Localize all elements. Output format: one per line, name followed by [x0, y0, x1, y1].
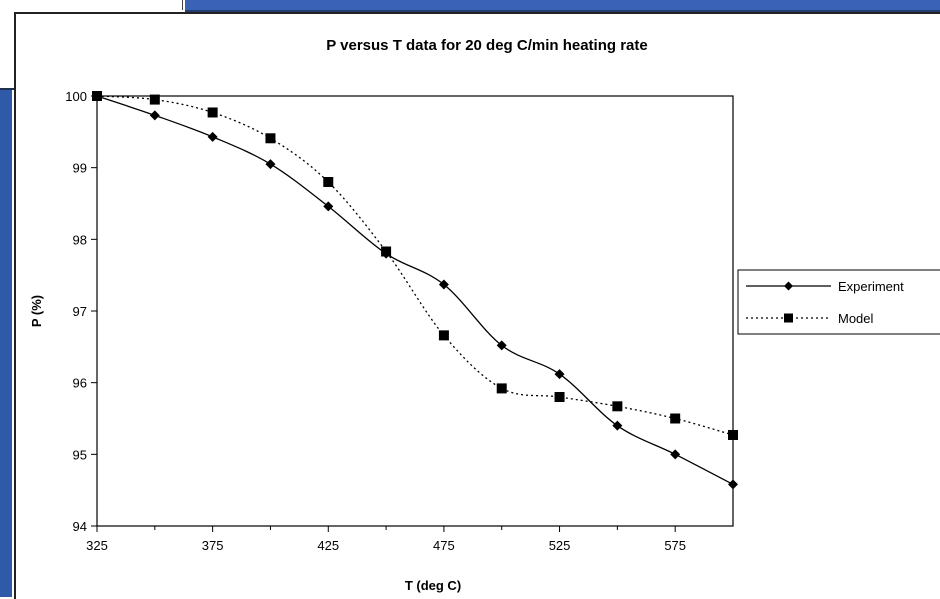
chart-title: P versus T data for 20 deg C/min heating…	[326, 37, 647, 54]
chart: P versus T data for 20 deg C/min heating…	[29, 37, 940, 593]
data-point-experiment	[728, 479, 738, 490]
data-point-model	[612, 401, 623, 412]
chart-panel: P versus T data for 20 deg C/min heating…	[14, 12, 940, 599]
legend-model-marker	[784, 313, 793, 323]
plot-area	[96, 95, 734, 527]
data-point-model	[381, 246, 392, 257]
y-tick-label: 95	[73, 447, 87, 462]
legend-experiment-label: Experiment	[838, 279, 904, 294]
y-axis-label: P (%)	[29, 295, 44, 327]
data-point-experiment	[207, 131, 218, 142]
data-point-experiment	[554, 369, 565, 380]
data-point-model	[496, 383, 507, 394]
window-divider	[182, 0, 183, 10]
data-point-model	[92, 91, 102, 101]
y-tick-label: 96	[73, 376, 87, 391]
series-line-model	[96, 95, 734, 436]
data-point-model	[728, 429, 738, 440]
x-axis: 325 375 425 475 525 575	[86, 526, 686, 553]
data-point-model	[265, 133, 276, 144]
data-point-model	[207, 107, 218, 118]
data-point-model	[149, 94, 160, 105]
y-axis: 94 95 96 97 98 99 100	[65, 89, 97, 534]
legend-experiment-marker	[784, 281, 793, 291]
data-point-model	[323, 177, 334, 187]
series-lines	[96, 95, 734, 486]
data-point-experiment	[149, 110, 160, 121]
y-tick-label: 97	[73, 304, 87, 319]
legend-model-label: Model	[838, 311, 874, 326]
x-tick-label: 525	[549, 538, 571, 553]
window-frame-left	[0, 0, 12, 597]
data-point-experiment	[670, 449, 681, 460]
legend-box	[737, 269, 940, 335]
y-tick-label: 94	[73, 519, 87, 534]
x-tick-label: 375	[202, 538, 224, 553]
legend: Experiment Model	[737, 269, 940, 335]
x-axis-label: T (deg C)	[405, 578, 461, 593]
data-point-model	[438, 330, 449, 341]
data-point-model	[554, 392, 565, 402]
data-point-experiment	[438, 279, 449, 290]
window-titlebar-strip	[185, 0, 940, 12]
data-point-experiment	[496, 340, 507, 351]
x-tick-label: 475	[433, 538, 455, 553]
series-markers	[92, 91, 738, 490]
x-tick-label: 425	[317, 538, 339, 553]
data-point-experiment	[265, 159, 276, 170]
y-tick-label: 98	[73, 232, 87, 247]
series-line-experiment	[96, 95, 734, 486]
y-tick-label: 100	[65, 89, 87, 104]
data-point-experiment	[323, 201, 334, 212]
x-tick-label: 325	[86, 538, 108, 553]
y-tick-label: 99	[73, 161, 87, 176]
data-point-experiment	[612, 420, 623, 431]
x-tick-label: 575	[664, 538, 686, 553]
data-point-model	[670, 413, 681, 424]
